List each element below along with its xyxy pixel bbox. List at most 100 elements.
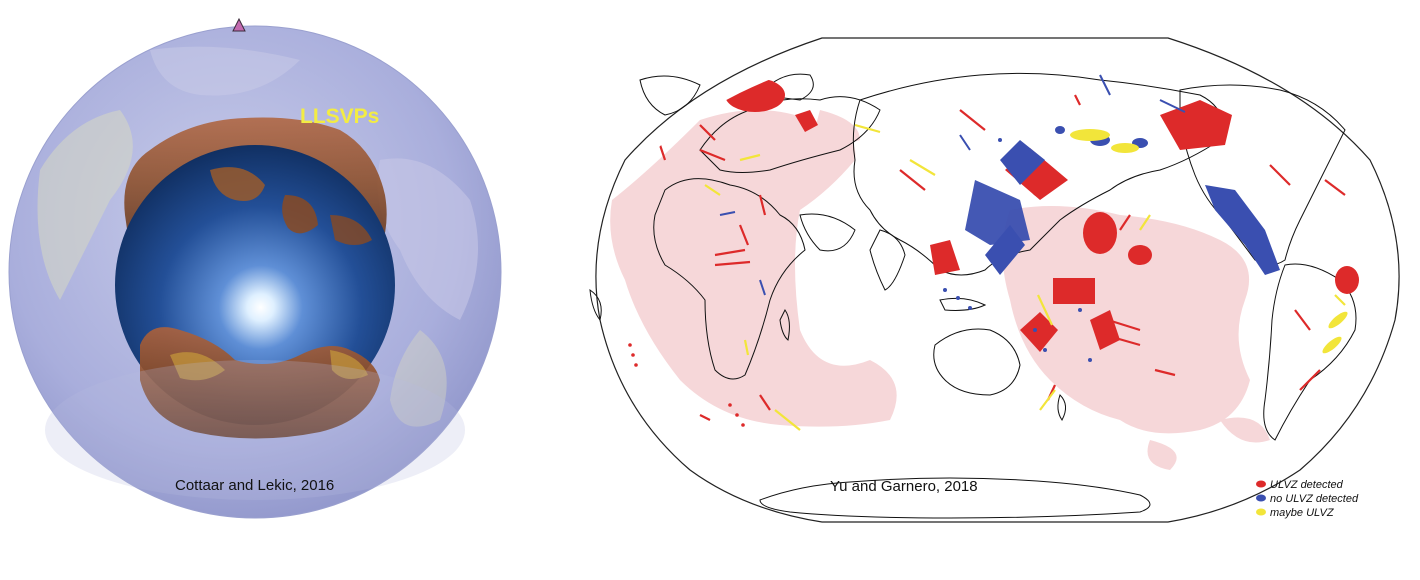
mantle-continent-shading — [390, 330, 447, 427]
ulvz-detected-path — [759, 394, 771, 411]
no-ulvz-point — [943, 288, 947, 292]
indonesia-outline — [939, 297, 987, 311]
llsvp-patch — [330, 215, 372, 245]
no-ulvz-point — [1033, 328, 1037, 332]
north-america-outline — [1179, 84, 1346, 266]
no-ulvz-patch — [985, 225, 1025, 275]
no-ulvz-point — [1088, 358, 1092, 362]
ulvz-observations — [628, 74, 1359, 431]
ulvz-detected-point — [735, 413, 739, 417]
ulvz-detected-point — [728, 403, 732, 407]
no-ulvz-patch — [965, 180, 1030, 245]
mantle-continent-shading — [377, 158, 478, 320]
india-outline — [869, 229, 906, 291]
maybe-ulvz-path — [704, 184, 721, 196]
ulvz-detected-path — [699, 414, 711, 421]
africa-outline — [653, 178, 806, 380]
ulvz-detected-patch — [1020, 312, 1058, 352]
mantle-front-veil — [45, 360, 465, 500]
ulvz-detected-path — [758, 194, 767, 216]
maybe-ulvz-path — [739, 153, 761, 162]
ulvz-detected-patch — [1160, 100, 1232, 150]
arabia-outline — [799, 213, 856, 252]
no-ulvz-point — [968, 306, 972, 310]
asia-outline — [852, 72, 1223, 276]
greenland-outline — [639, 75, 701, 116]
ulvz-detected-path — [1324, 179, 1346, 196]
ulvz-detected-path — [1294, 309, 1311, 331]
maybe-ulvz-marks — [704, 123, 1348, 431]
ulvz-detected-patch — [795, 110, 818, 132]
no-ulvz-point — [1078, 308, 1082, 312]
south-america-east-outline — [589, 288, 602, 322]
ulvz-detected-path — [1154, 368, 1176, 377]
maybe-ulvz-path — [1139, 214, 1151, 231]
pacific-llsvp-lobe — [1147, 440, 1177, 470]
ulvz-detected-path — [658, 144, 667, 161]
ulvz-detected-ellipse — [1083, 212, 1117, 254]
map-citation: Yu and Garnero, 2018 — [830, 478, 978, 495]
maybe-ulvz-path — [909, 159, 936, 176]
ulvz-detected-path — [699, 124, 716, 141]
no-ulvz-point — [956, 296, 960, 300]
legend-item-maybe-ulvz: maybe ULVZ — [1256, 507, 1335, 519]
ulvz-detected-point — [634, 363, 638, 367]
llsvp-regions — [610, 110, 1270, 470]
pacific-llsvp-region — [1002, 206, 1250, 434]
ulvz-detected-ellipse — [1128, 245, 1152, 265]
south-pacific-llsvp-region — [1220, 417, 1270, 443]
legend-item-ulvz-detected: ULVZ detected — [1256, 479, 1344, 491]
llsvp-patch — [282, 195, 318, 234]
maybe-ulvz-path — [1334, 294, 1346, 306]
ulvz-detected-path — [714, 248, 746, 257]
african-llsvp-region — [610, 110, 897, 427]
ulvz-detected-point — [631, 353, 635, 357]
map-panel: Yu and Garnero, 2018 ULVZ detected no UL… — [589, 37, 1400, 523]
legend-item-no-ulvz: no ULVZ detected — [1256, 493, 1359, 505]
map-legend: ULVZ detected no ULVZ detected maybe ULV… — [1256, 479, 1359, 519]
new-zealand-outline — [1057, 394, 1066, 421]
antarctica-outline — [759, 477, 1151, 519]
no-ulvz-point — [1043, 348, 1047, 352]
ulvz-detected-patch — [1053, 278, 1095, 304]
mantle-continent-shading — [150, 46, 300, 96]
maybe-ulvz-path — [774, 409, 801, 431]
llsvp-lower-highlight — [170, 352, 225, 381]
no-ulvz-ellipse — [1055, 126, 1065, 134]
maybe-ulvz-ellipse — [1111, 143, 1139, 153]
ulvz-detected-path — [1074, 94, 1081, 106]
no-ulvz-point — [998, 138, 1002, 142]
ulvz-detected-ellipse — [1335, 266, 1359, 294]
llsvp-lower-highlight — [330, 350, 368, 379]
legend-label-ulvz-detected: ULVZ detected — [1270, 479, 1344, 491]
north-atlantic-llsvp-region — [812, 110, 860, 145]
maybe-ulvz-ellipse — [1322, 336, 1342, 354]
llsvp-label: LLSVPs — [300, 105, 379, 128]
maybe-ulvz-ellipse — [1070, 129, 1110, 141]
ulvz-detected-path — [1107, 318, 1141, 332]
ulvz-detected-path — [1269, 164, 1291, 186]
legend-label-maybe-ulvz: maybe ULVZ — [1270, 507, 1335, 519]
ulvz-detected-point — [741, 423, 745, 427]
ulvz-detected-path — [1119, 214, 1131, 231]
no-ulvz-path — [719, 211, 736, 216]
ulvz-detected-path — [738, 224, 750, 246]
madagascar-outline — [779, 309, 790, 341]
triangle-marker-icon — [232, 17, 246, 32]
maybe-ulvz-ellipse — [1328, 311, 1348, 329]
ulvz-detected-point — [628, 343, 632, 347]
ulvz-detected-path — [1299, 369, 1321, 391]
globe-citation: Cottaar and Lekic, 2016 — [175, 477, 334, 494]
ulvz-detected-path — [714, 260, 751, 267]
legend-swatch-ulvz-detected — [1256, 480, 1266, 488]
no-ulvz-patch — [1000, 140, 1045, 185]
ulvz-detected-patch — [1090, 310, 1120, 350]
no-ulvz-patch — [1205, 185, 1280, 275]
maybe-ulvz-path — [1039, 389, 1056, 411]
continent-outlines — [589, 72, 1357, 519]
mantle-continent-shading — [37, 110, 133, 300]
maybe-ulvz-path — [854, 123, 881, 134]
ulvz-detected-path — [1104, 333, 1141, 347]
maybe-ulvz-path — [1037, 294, 1053, 326]
